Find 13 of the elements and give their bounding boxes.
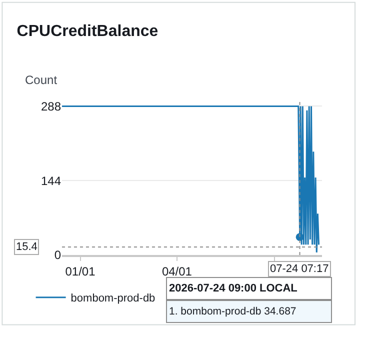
legend-label: bombom-prod-db xyxy=(70,292,156,305)
chart-title: CPUCreditBalance xyxy=(16,23,158,40)
text: 1. bombom-prod-db 34.687 xyxy=(169,306,296,318)
ref-line-label: 07-24 07:17 xyxy=(270,263,329,275)
y-axis-title: Count xyxy=(25,73,58,87)
x-tick-label: 04/01 xyxy=(162,264,192,278)
ref-line-label: 15.4 xyxy=(16,241,38,253)
y-tick-label: 144 xyxy=(40,174,62,188)
line-series xyxy=(62,105,320,254)
text: 2026-07-24 09:00 LOCAL xyxy=(169,282,298,294)
y-tick-label: 288 xyxy=(40,99,62,114)
y-tick-label: 0 xyxy=(54,248,62,262)
x-tick-label: 01/01 xyxy=(65,264,96,278)
